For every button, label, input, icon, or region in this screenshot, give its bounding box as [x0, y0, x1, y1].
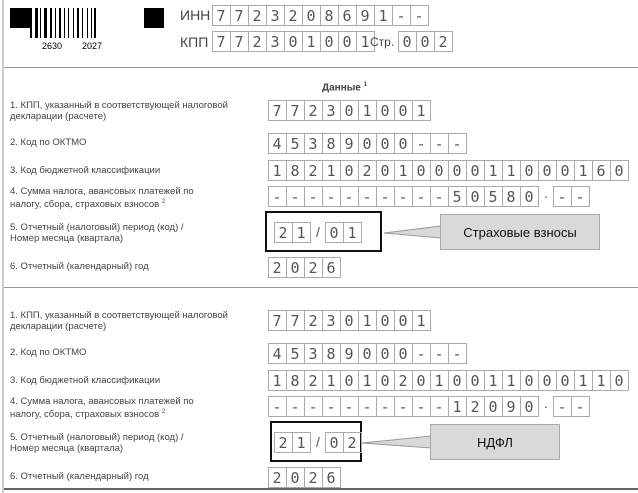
- sum-integer: ----------50580: [268, 186, 539, 207]
- label-period: 5. Отчетный (налоговый) период (код) / Н…: [10, 222, 184, 244]
- sum-integer: ----------12090: [268, 396, 539, 417]
- marker-square-left: [10, 8, 30, 28]
- label-sum-text: 4. Сумма налога, авансовых платежей по н…: [10, 396, 194, 421]
- oktmo-field: 45389000---: [268, 133, 467, 154]
- footnote-mark: 2: [161, 409, 166, 415]
- decimal-point: ·: [543, 188, 549, 204]
- label-kbk: 3. Код бюджетной классификации: [10, 375, 161, 386]
- footnote-mark: 1: [363, 82, 367, 88]
- label-year: 6. Отчетный (календарный) год: [10, 261, 149, 272]
- period-code: 21: [274, 222, 311, 243]
- inn-field: 7723208691--: [212, 5, 429, 26]
- period-month: 02: [325, 432, 362, 453]
- label-sum: 4. Сумма налога, авансовых платежей по н…: [10, 396, 220, 420]
- marker-square-right: [144, 8, 164, 28]
- oktmo-field: 45389000---: [268, 343, 467, 364]
- column-title: Данные: [322, 82, 361, 94]
- barcode-number-1: 2630: [42, 41, 63, 51]
- label-year: 6. Отчетный (календарный) год: [10, 471, 149, 482]
- label-oktmo: 2. Код по ОКТМО: [10, 137, 87, 148]
- label-period: 5. Отчетный (налоговый) период (код) / Н…: [10, 432, 184, 454]
- divider: [4, 488, 638, 490]
- decimal-point: ·: [543, 398, 549, 414]
- column-header: Данные 1: [322, 82, 367, 93]
- period-field: 21 / 02: [274, 432, 362, 453]
- page-label: Стр.: [370, 35, 395, 49]
- label-kpp: 1. КПП, указанный в соответствующей нало…: [10, 310, 228, 332]
- sum-fraction: --: [553, 396, 590, 417]
- label-oktmo: 2. Код по ОКТМО: [10, 347, 87, 358]
- callout-pointer-shape: [361, 435, 432, 449]
- slash: /: [316, 224, 320, 240]
- barcode: [30, 8, 115, 38]
- period-month: 01: [325, 222, 362, 243]
- page-field: 002: [398, 31, 453, 52]
- divider: [4, 67, 638, 68]
- label-sum-text: 4. Сумма налога, авансовых платежей по н…: [10, 186, 194, 211]
- period-field: 21 / 01: [274, 222, 362, 243]
- kpp-label: КПП: [180, 34, 209, 50]
- barcode-number-2: 2027: [82, 41, 103, 51]
- inn-label: ИНН: [180, 7, 211, 23]
- kpp-field: 772301001: [212, 31, 375, 52]
- sum-fraction: --: [553, 186, 590, 207]
- kbk-field: 18210201000011000160: [268, 160, 629, 181]
- callout: Страховые взносы: [440, 214, 600, 250]
- sum-field: ----------12090 · --: [268, 396, 590, 417]
- kpp-field: 772301001: [268, 100, 431, 121]
- divider: [4, 287, 638, 288]
- year-field: 2026: [268, 257, 341, 278]
- kpp-field: 772301001: [268, 310, 431, 331]
- label-sum: 4. Сумма налога, авансовых платежей по н…: [10, 186, 220, 210]
- sum-field: ----------50580 · --: [268, 186, 590, 207]
- slash: /: [316, 434, 320, 450]
- label-kpp: 1. КПП, указанный в соответствующей нало…: [10, 100, 228, 122]
- left-border: [2, 0, 4, 493]
- footnote-mark: 2: [161, 199, 166, 205]
- year-field: 2026: [268, 467, 341, 488]
- label-kbk: 3. Код бюджетной классификации: [10, 165, 161, 176]
- kbk-field: 18210102010011000110: [268, 370, 629, 391]
- highlight-box: [265, 211, 382, 252]
- callout: НДФЛ: [430, 424, 560, 460]
- period-code: 21: [274, 432, 311, 453]
